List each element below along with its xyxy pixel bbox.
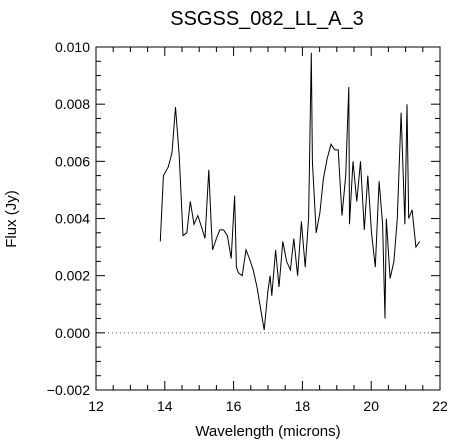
x-tick-label: 18 — [295, 398, 311, 414]
y-tick-label: 0.000 — [55, 325, 90, 341]
y-tick-label: 0.002 — [55, 268, 90, 284]
x-tick-label: 12 — [88, 398, 104, 414]
y-tick-label: 0.006 — [55, 153, 90, 169]
x-tick-label: 16 — [226, 398, 242, 414]
y-tick-label: 0.008 — [55, 96, 90, 112]
series-group — [159, 52, 421, 331]
x-tick-label: 14 — [157, 398, 173, 414]
x-axis-label: Wavelength (microns) — [195, 423, 340, 440]
chart-title: SSGSS_082_LL_A_3 — [170, 8, 364, 30]
y-tick-label: 0.010 — [55, 39, 90, 55]
plot-frame — [95, 46, 441, 391]
flux-series-line — [159, 52, 421, 331]
y-axis-label: Flux (Jy) — [3, 190, 20, 248]
x-tick-label: 22 — [432, 398, 448, 414]
y-axis-ticks: −0.002 0.000 0.002 0.004 0.006 0.008 0.010 — [47, 39, 440, 398]
x-axis-ticks: 12 14 16 18 20 22 — [88, 47, 448, 414]
y-tick-label: −0.002 — [47, 382, 90, 398]
y-tick-label: 0.004 — [55, 211, 90, 227]
x-tick-label: 20 — [363, 398, 379, 414]
